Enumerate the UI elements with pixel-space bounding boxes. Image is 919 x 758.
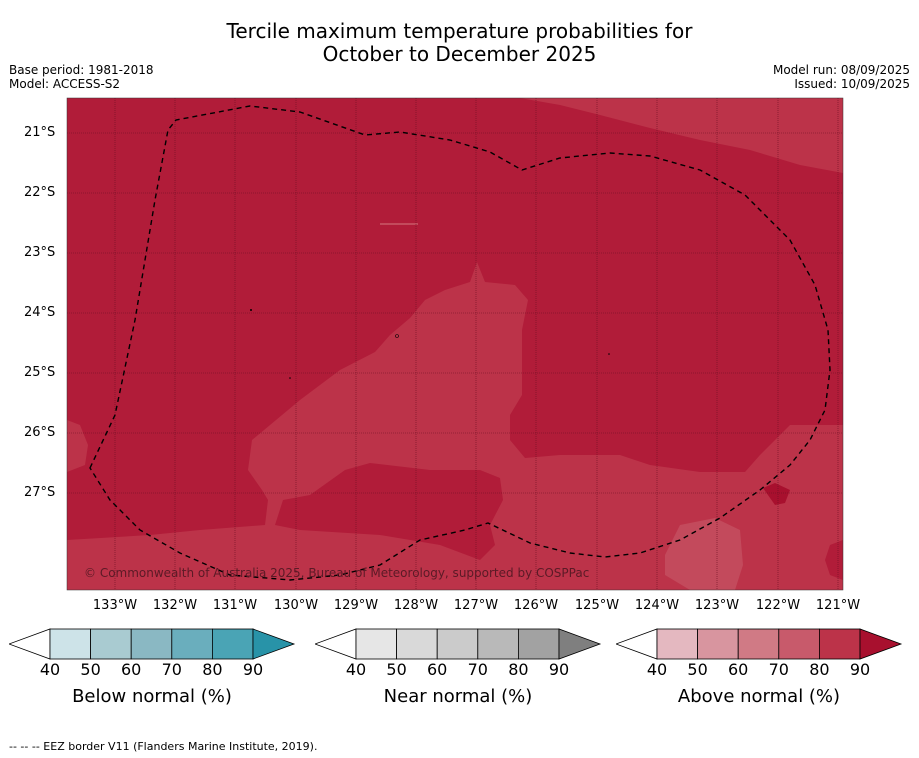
island-marker <box>250 309 252 311</box>
colorbar-segment <box>130 628 173 660</box>
colorbar-tick: 40 <box>39 660 61 679</box>
colorbar-tick: 40 <box>646 660 668 679</box>
island-marker <box>395 334 399 338</box>
latitude-label: 23°S <box>24 245 56 260</box>
colorbar-title: Near normal (%) <box>383 686 533 707</box>
map-title: Tercile maximum temperature probabilitie… <box>0 20 919 66</box>
graticule <box>67 98 843 590</box>
longitude-label: 125°W <box>574 598 620 613</box>
above-70-80-region-ne <box>520 98 843 173</box>
issued-date: Issued: 10/09/2025 <box>794 77 910 91</box>
model-name: Model: ACCESS-S2 <box>9 77 121 91</box>
meta-right: Model run: 08/09/2025 Issued: 10/09/2025 <box>773 63 910 91</box>
colorbar-segment <box>656 628 698 660</box>
colorbar-segment <box>697 628 739 660</box>
colorbar-tick: 60 <box>427 660 448 679</box>
colorbar-segment <box>171 628 213 660</box>
longitude-label: 129°W <box>333 598 379 613</box>
above-70-80-patch-se <box>665 518 743 590</box>
latitude-label: 26°S <box>24 425 56 440</box>
island-marker <box>289 377 291 379</box>
longitude-label: 132°W <box>152 598 198 613</box>
colorbar-segment <box>396 628 438 660</box>
colorbar-extension <box>252 628 296 660</box>
colorbar-tick: 70 <box>467 660 488 679</box>
latitude-label: 27°S <box>24 485 56 500</box>
colorbar-tick: 50 <box>687 660 708 679</box>
copyright-notice: © Commonwealth of Australia 2025, Bureau… <box>84 566 590 580</box>
longitude-label: 121°W <box>815 598 861 613</box>
colorbar <box>616 628 903 660</box>
longitude-label: 127°W <box>453 598 499 613</box>
colorbar-segment <box>477 628 519 660</box>
longitude-label: 124°W <box>634 598 680 613</box>
colorbar-tick: 50 <box>386 660 407 679</box>
colorbar-extension <box>616 628 658 660</box>
colorbar-segment <box>737 628 780 660</box>
colorbar-segment <box>211 628 254 660</box>
colorbar-tick: 70 <box>161 660 182 679</box>
latitude-label: 24°S <box>24 305 56 320</box>
colorbar <box>9 628 296 660</box>
colorbar-tick: 40 <box>345 660 367 679</box>
colorbar-segment <box>355 628 397 660</box>
colorbar-extension <box>558 628 602 660</box>
title-line-2: October to December 2025 <box>322 42 597 66</box>
eez-legend-note: -- -- -- EEZ border V11 (Flanders Marine… <box>9 740 318 753</box>
colorbar-tick: 90 <box>849 660 871 679</box>
colorbar-tick: 60 <box>728 660 749 679</box>
title-line-1: Tercile maximum temperature probabilitie… <box>226 19 693 43</box>
colorbar-tick: 60 <box>121 660 142 679</box>
colorbar-tick: 80 <box>809 660 830 679</box>
model-run: Model run: 08/09/2025 <box>772 63 910 77</box>
eez-border <box>89 105 831 581</box>
above-80-90-patch-east <box>825 540 843 580</box>
longitude-label: 128°W <box>393 598 439 613</box>
above-80-90-band-south <box>275 463 503 560</box>
colorbar-segment <box>818 628 861 660</box>
longitude-label: 126°W <box>513 598 559 613</box>
colorbar-segment <box>436 628 479 660</box>
colorbar-extension <box>315 628 357 660</box>
colorbar-title: Above normal (%) <box>677 686 841 707</box>
latitude-label: 22°S <box>24 185 56 200</box>
latitude-label: 21°S <box>24 125 56 140</box>
colorbar-tick: 70 <box>768 660 789 679</box>
latitude-label: 25°S <box>24 365 56 380</box>
meta-left: Base period: 1981-2018 Model: ACCESS-S2 <box>9 63 154 91</box>
island-marker <box>608 353 610 355</box>
colorbar-tick: 80 <box>508 660 529 679</box>
longitude-label: 130°W <box>273 598 319 613</box>
colorbar-extension <box>9 628 51 660</box>
base-period: Base period: 1981-2018 <box>9 63 154 77</box>
colorbar-tick: 50 <box>80 660 101 679</box>
longitude-label: 131°W <box>212 598 258 613</box>
colorbar-tick: 90 <box>548 660 570 679</box>
above-80-90-patch-small <box>763 483 790 505</box>
above-70-80-region-central <box>67 262 843 590</box>
colorbar <box>315 628 602 660</box>
longitude-label: 123°W <box>694 598 740 613</box>
longitude-label: 122°W <box>755 598 801 613</box>
colorbar-segment <box>778 628 820 660</box>
longitude-label: 133°W <box>92 598 138 613</box>
colorbar-extension <box>859 628 903 660</box>
colorbar-segment <box>90 628 132 660</box>
colorbar-segment <box>517 628 560 660</box>
map-frame <box>66 97 844 591</box>
colorbar-segment <box>49 628 91 660</box>
colorbar-tick: 90 <box>242 660 264 679</box>
colorbar-tick: 80 <box>202 660 223 679</box>
colorbar-title: Below normal (%) <box>72 686 232 707</box>
above-70-80-patch-west <box>67 420 88 472</box>
